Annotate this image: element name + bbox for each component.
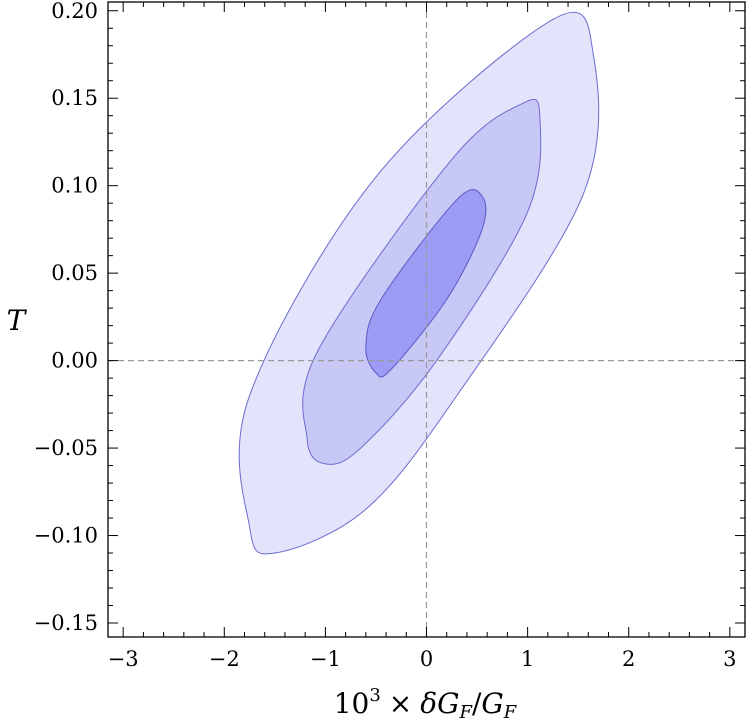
x-tick-label: −2 (209, 647, 240, 671)
x-axis-title: 103 × δGF/GF (334, 685, 518, 720)
y-tick-label: 0.00 (51, 349, 98, 373)
y-tick-label: −0.15 (34, 611, 98, 635)
x-axis-title-exponent: 3 (369, 685, 380, 706)
contour-regions (238, 11, 600, 555)
x-tick-label: 0 (420, 647, 433, 671)
x-axis-title-numerator-sub: F (458, 702, 473, 720)
x-tick-labels: −3 −2 −1 0 1 2 3 (108, 647, 737, 671)
x-tick-label: 2 (622, 647, 635, 671)
y-axis-title: T (7, 304, 28, 337)
x-axis-title-numerator: G (437, 687, 459, 720)
y-tick-label: 0.20 (51, 0, 98, 23)
x-axis-title-denominator: G (481, 687, 503, 720)
x-axis-title-times: × (389, 687, 412, 720)
x-tick-label: −3 (108, 647, 139, 671)
y-tick-label: 0.10 (51, 174, 98, 198)
y-tick-label: 0.15 (51, 86, 98, 110)
x-axis-title-denominator-sub: F (503, 702, 518, 720)
reference-lines (108, 2, 745, 637)
y-tick-labels: 0.20 0.15 0.10 0.05 0.00 −0.05 −0.10 −0.15 (34, 0, 98, 635)
y-tick-label: −0.05 (34, 436, 98, 460)
x-tick-label: 1 (521, 647, 534, 671)
y-tick-label: −0.10 (34, 524, 98, 548)
x-axis-title-prefix: 10 (334, 687, 370, 720)
contour-level-1 (365, 189, 487, 378)
axis-ticks (108, 2, 745, 637)
x-tick-label: 3 (723, 647, 736, 671)
x-axis-title-delta: δ (420, 687, 437, 720)
y-tick-label: 0.05 (51, 261, 98, 285)
x-tick-label: −1 (310, 647, 341, 671)
x-axis-title-slash: / (472, 687, 482, 720)
